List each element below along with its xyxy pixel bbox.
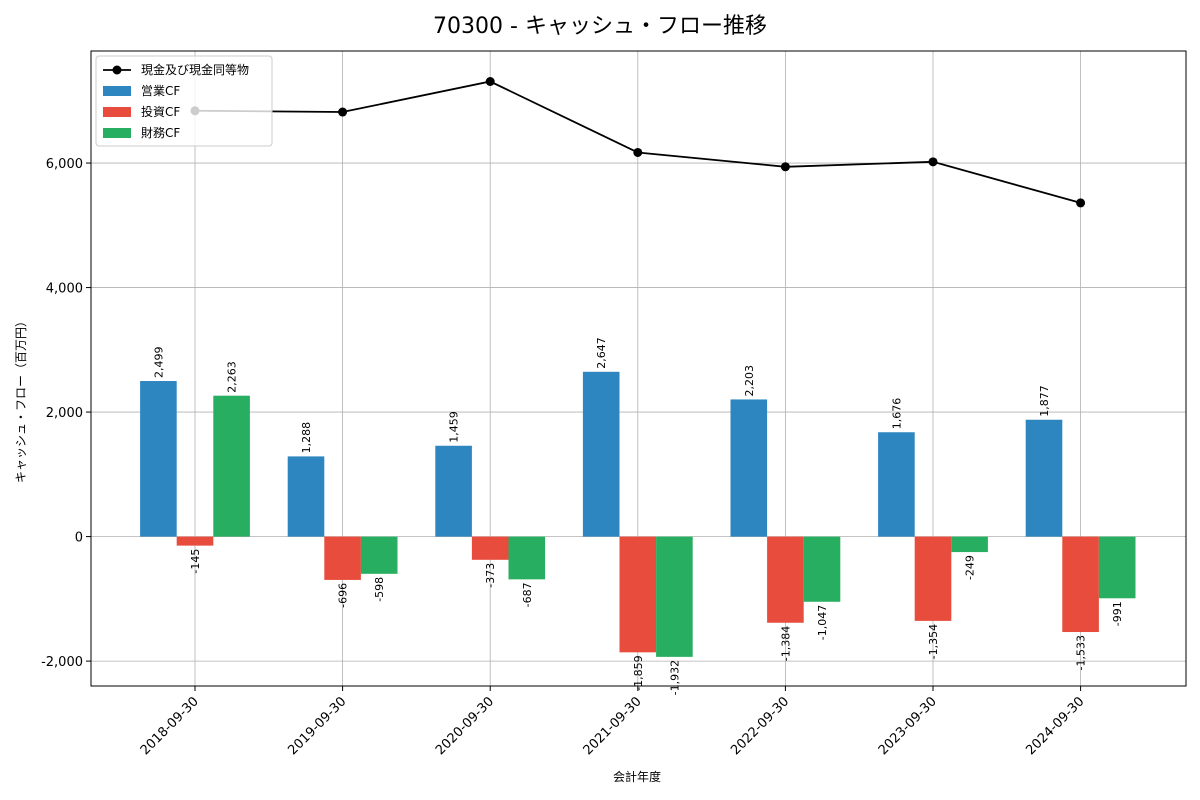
y-tick-label: 0 [75, 531, 83, 546]
legend-frame [95, 55, 273, 147]
operating-cf-bar [140, 381, 177, 537]
financing-cf-bar [656, 536, 693, 657]
y-axis-title: キャッシュ・フロー（百万円） [14, 315, 28, 483]
operating-cf-value-label: 2,647 [595, 337, 608, 369]
cash-point [338, 107, 348, 117]
financing-cf-value-label: -1,047 [816, 605, 829, 640]
operating-cf-value-label: 1,288 [300, 422, 313, 454]
operating-cf-value-label: 2,203 [743, 365, 756, 397]
operating-cf-value-label: 1,459 [448, 411, 461, 443]
financing-cf-bar [213, 395, 250, 537]
operating-cf-bar [435, 445, 472, 537]
cash-point [1076, 198, 1086, 208]
legend-label: 投資CF [141, 104, 180, 119]
investing-cf-bar [914, 536, 952, 621]
operating-cf-bar [1025, 419, 1063, 537]
legend-label: 現金及び現金同等物 [141, 62, 249, 77]
investing-cf-value-label: -1,354 [927, 624, 940, 659]
legend-swatch [103, 86, 131, 96]
investing-cf-bar [324, 536, 361, 580]
bars [140, 371, 1136, 657]
y-axis-ticks: -2,000 0 2,000 4,000 6,000 [41, 157, 91, 670]
operating-cf-bar [287, 456, 325, 537]
y-tick-label: 4,000 [46, 282, 83, 297]
x-axis-ticks: 2018-09-30 2019-09-30 2020-09-30 2021-09-30… [138, 686, 1087, 758]
investing-cf-value-label: -1,533 [1075, 635, 1088, 670]
investing-cf-value-label: -696 [337, 583, 350, 608]
investing-cf-bar [1062, 536, 1099, 633]
financing-cf-bar [1098, 536, 1136, 599]
operating-cf-value-label: 1,877 [1038, 385, 1051, 417]
x-tick-label: 2023-09-30 [876, 694, 940, 758]
legend-swatch [103, 107, 131, 117]
financing-cf-bar [803, 536, 841, 602]
x-tick-label: 2024-09-30 [1023, 694, 1087, 758]
operating-cf-bar [730, 399, 768, 537]
operating-cf-bar [878, 432, 915, 537]
investing-cf-bar [176, 536, 214, 546]
operating-cf-value-label: 2,499 [152, 347, 165, 379]
investing-cf-value-label: -145 [189, 549, 202, 574]
y-tick-label: 2,000 [46, 406, 83, 421]
financing-cf-bar [951, 536, 988, 553]
legend-swatch [103, 128, 131, 138]
financing-cf-bar [360, 536, 398, 574]
cash-point [633, 147, 643, 157]
x-tick-label: 2019-09-30 [285, 694, 349, 758]
legend-label: 財務CF [141, 125, 180, 140]
investing-cf-bar [767, 536, 804, 623]
investing-cf-value-label: -1,384 [779, 626, 792, 661]
financing-cf-value-label: -1,932 [668, 660, 681, 695]
investing-cf-bar [619, 536, 657, 653]
investing-cf-value-label: -373 [484, 563, 497, 588]
financing-cf-bar [508, 536, 546, 580]
chart-title: 70300 - キャッシュ・フロー推移 [433, 14, 767, 39]
y-tick-label: 6,000 [46, 157, 83, 172]
cash-point [780, 162, 790, 172]
x-tick-label: 2022-09-30 [728, 694, 792, 758]
cash-point [485, 77, 495, 87]
cash-point [928, 157, 938, 167]
x-axis-title: 会計年度 [613, 769, 661, 784]
investing-cf-value-label: -1,859 [632, 655, 645, 690]
financing-cf-value-label: -598 [373, 577, 386, 602]
plot-frame [90, 50, 1187, 687]
investing-cf-bar [471, 536, 509, 560]
financing-cf-value-label: 2,263 [226, 361, 239, 393]
operating-cf-value-label: 1,676 [890, 398, 903, 430]
legend-label: 営業CF [141, 84, 180, 98]
operating-cf-bar [582, 371, 620, 537]
y-tick-label: -2,000 [41, 655, 83, 670]
financing-cf-value-label: -249 [964, 555, 977, 580]
x-tick-label: 2018-09-30 [138, 694, 202, 758]
legend-swatch-marker [112, 65, 122, 75]
x-tick-label: 2021-09-30 [581, 694, 645, 758]
financing-cf-value-label: -687 [521, 582, 534, 607]
financing-cf-value-label: -991 [1111, 601, 1124, 626]
x-tick-label: 2020-09-30 [433, 694, 497, 758]
data-labels: 2,499 1,288 1,459 2,647 2,203 1,676 1,877 -145 -… [152, 337, 1124, 695]
